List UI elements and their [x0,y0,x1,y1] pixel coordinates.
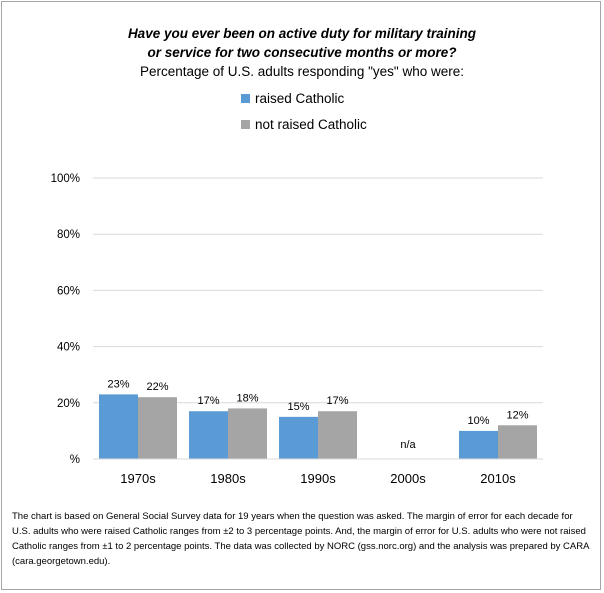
data-label: 23% [107,378,129,390]
y-tick-label: 20% [57,398,80,410]
x-category-label: 1980s [210,471,246,486]
data-label: 12% [506,409,528,421]
x-category-label: 2000s [390,471,426,486]
y-tick-label: % [70,454,80,466]
legend-label-not-raised-catholic: not raised Catholic [255,117,367,132]
gridlines [93,177,543,404]
y-axis-ticks: % 20% 40% 60% 80% 100% [51,173,80,466]
bar [189,411,228,459]
data-label: 22% [146,381,168,393]
data-label: 10% [467,415,489,427]
bar [459,430,498,459]
chart: Have you ever been on active duty for mi… [51,26,543,486]
missing-value-label: n/a [400,439,416,451]
x-category-label: 2010s [480,471,516,486]
chart-subtitle: Percentage of U.S. adults responding "ye… [140,64,464,79]
bar [279,416,318,459]
data-label: 15% [287,401,309,413]
legend: raised Catholic not raised Catholic [241,91,367,132]
x-category-label: 1970s [120,471,156,486]
data-label: 17% [326,395,348,407]
x-category-label: 1990s [300,471,336,486]
y-tick-label: 80% [57,229,80,241]
y-tick-label: 100% [51,173,80,185]
bar [318,411,357,459]
bar [228,408,267,459]
chart-title-line-2: or service for two consecutive months or… [147,45,456,60]
legend-label-raised-catholic: raised Catholic [255,91,345,106]
data-label: 17% [197,395,219,407]
y-tick-label: 60% [57,285,80,297]
footnote: The chart is based on General Social Sur… [12,511,589,567]
chart-title-line-1: Have you ever been on active duty for mi… [128,26,477,41]
y-tick-label: 40% [57,342,80,354]
bar [498,425,537,459]
legend-swatch-not-raised-catholic [241,120,250,129]
bar [138,397,177,459]
bars [99,394,537,459]
bar [99,394,138,459]
data-labels: 23% 22% 17% 18% 15% 17% n/a 10% 12% [107,378,528,450]
x-axis-categories: 1970s 1980s 1990s 2000s 2010s [120,471,516,486]
data-label: 18% [236,392,258,404]
legend-swatch-raised-catholic [241,94,250,103]
